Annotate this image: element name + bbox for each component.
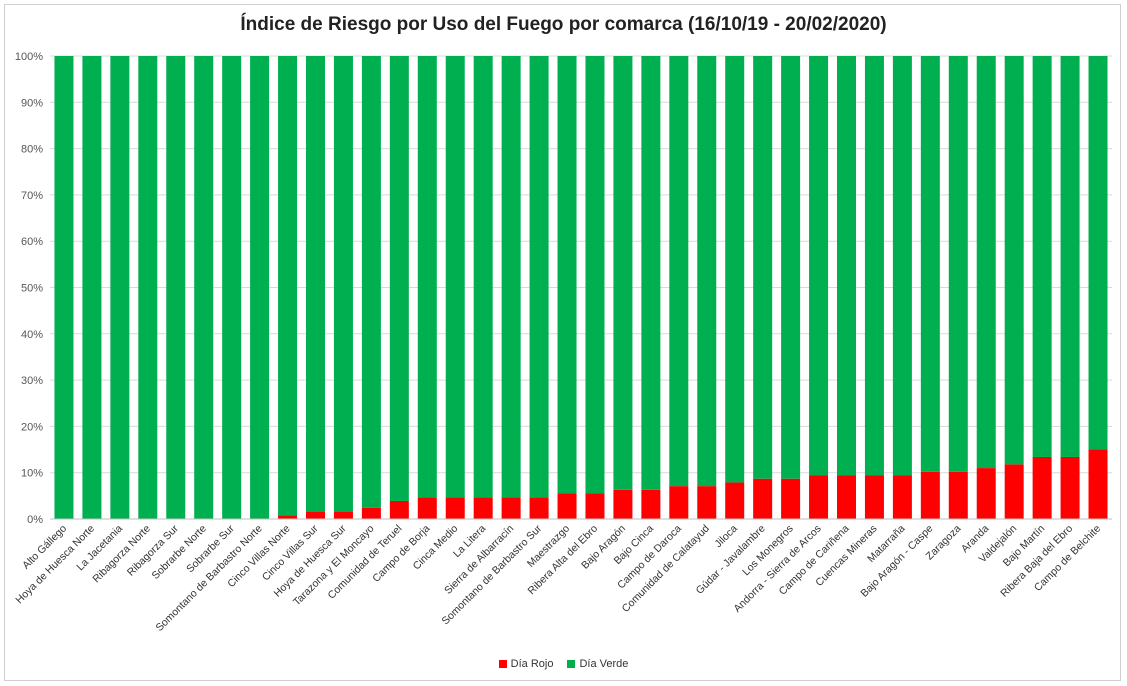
bar-segment-dia-verde [1060,56,1080,457]
y-tick-label: 0% [27,514,43,526]
legend-swatch-dia-verde [567,660,576,668]
y-tick-label: 40% [21,329,43,341]
bar-segment-dia-verde [417,56,437,498]
bar-segment-dia-rojo [725,482,745,519]
bar-segment-dia-verde [194,56,214,519]
bar-segment-dia-verde [278,56,298,516]
bar-segment-dia-rojo [305,511,326,519]
bar-segment-dia-rojo [585,493,605,519]
y-tick-label: 50% [21,283,43,295]
bar-segment-dia-verde [613,56,633,490]
bar-segment-dia-rojo [278,515,298,519]
bar-segment-dia-rojo [361,507,381,519]
bar-segment-dia-verde [753,56,773,479]
bar-segment-dia-rojo [473,497,493,519]
y-tick-label: 20% [21,421,43,433]
bar-segment-dia-rojo [753,478,773,519]
bar-segment-dia-rojo [557,493,577,519]
chart-legend: Día Rojo Día Verde [0,658,1127,670]
bar-segment-dia-verde [1088,56,1108,450]
bar-segment-dia-rojo [836,475,857,519]
bar-segment-dia-rojo [389,500,409,519]
legend-swatch-dia-rojo [498,660,507,668]
bar-segment-dia-rojo [669,486,689,519]
bar-segment-dia-verde [697,56,717,487]
bar-segment-dia-verde [976,56,996,469]
bar-segment-dia-rojo [1032,456,1052,519]
bar-segment-dia-verde [669,56,689,487]
y-tick-label: 80% [21,144,43,156]
bar-segment-dia-verde [250,56,270,519]
bar-segment-dia-verde [948,56,968,472]
bar-segment-dia-rojo [864,475,884,519]
bar-segment-dia-verde [82,56,102,519]
bar-segment-dia-verde [920,56,940,472]
bar-segment-dia-rojo [781,478,801,519]
bar-segment-dia-verde [529,56,549,498]
bar-segment-dia-verde [138,56,158,519]
bar-segment-dia-verde [166,56,186,519]
y-tick-label: 10% [21,468,43,480]
legend-item-dia-rojo: Día Rojo [498,658,554,670]
y-tick-label: 90% [21,97,43,109]
bar-segment-dia-rojo [697,486,717,519]
bar-segment-dia-verde [54,56,74,519]
bar-segment-dia-verde [641,56,661,490]
bar-segment-dia-rojo [1060,456,1080,519]
bar-segment-dia-verde [809,56,829,476]
bar-segment-dia-verde [445,56,465,498]
bar-segment-dia-verde [725,56,745,483]
y-tick-label: 70% [21,190,43,202]
bar-segment-dia-rojo [333,511,353,519]
legend-item-dia-verde: Día Verde [567,658,628,670]
y-tick-label: 30% [21,375,43,387]
bar-segment-dia-verde [361,56,381,508]
y-tick-label: 60% [21,236,43,248]
bar-segment-dia-verde [473,56,493,498]
legend-label-dia-rojo: Día Rojo [510,658,554,670]
y-tick-label: 100% [15,51,43,63]
bar-segment-dia-rojo [417,497,437,519]
bar-segment-dia-rojo [641,489,661,519]
bar-segment-dia-rojo [976,468,996,519]
chart-title: Índice de Riesgo por Uso del Fuego por c… [240,14,887,35]
bar-segment-dia-rojo [501,497,521,519]
bar-segment-dia-rojo [613,489,633,519]
bar-segment-dia-verde [781,56,801,479]
bar-segment-dia-rojo [1004,464,1024,519]
bar-segment-dia-rojo [920,471,940,519]
bar-segment-dia-verde [892,56,912,476]
bar-segment-dia-rojo [809,475,829,519]
bar-segment-dia-verde [501,56,521,498]
bar-segment-dia-verde [333,56,353,512]
bar-segment-dia-verde [585,56,605,494]
bar-segment-dia-verde [864,56,884,476]
bar-segment-dia-verde [110,56,130,519]
bar-segment-dia-rojo [529,497,549,519]
bar-segment-dia-verde [389,56,409,501]
bar-segment-dia-verde [836,56,857,476]
bar-segment-dia-verde [305,56,326,512]
bar-segment-dia-verde [222,56,242,519]
bar-segment-dia-verde [557,56,577,494]
bar-segment-dia-rojo [1088,449,1108,519]
legend-label-dia-verde: Día Verde [579,658,629,670]
bar-segment-dia-verde [1004,56,1024,465]
bar-segment-dia-rojo [445,497,465,519]
bar-segment-dia-rojo [892,475,912,519]
bar-segment-dia-rojo [948,471,968,519]
bar-segment-dia-verde [1032,56,1052,457]
